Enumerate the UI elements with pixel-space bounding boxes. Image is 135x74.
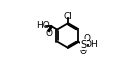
Text: O: O <box>45 29 52 38</box>
Text: OH: OH <box>84 40 98 49</box>
Text: S: S <box>80 40 86 50</box>
Text: O: O <box>83 34 90 43</box>
Text: HO: HO <box>36 21 50 30</box>
Text: Cl: Cl <box>63 12 72 21</box>
Text: O: O <box>80 47 87 56</box>
